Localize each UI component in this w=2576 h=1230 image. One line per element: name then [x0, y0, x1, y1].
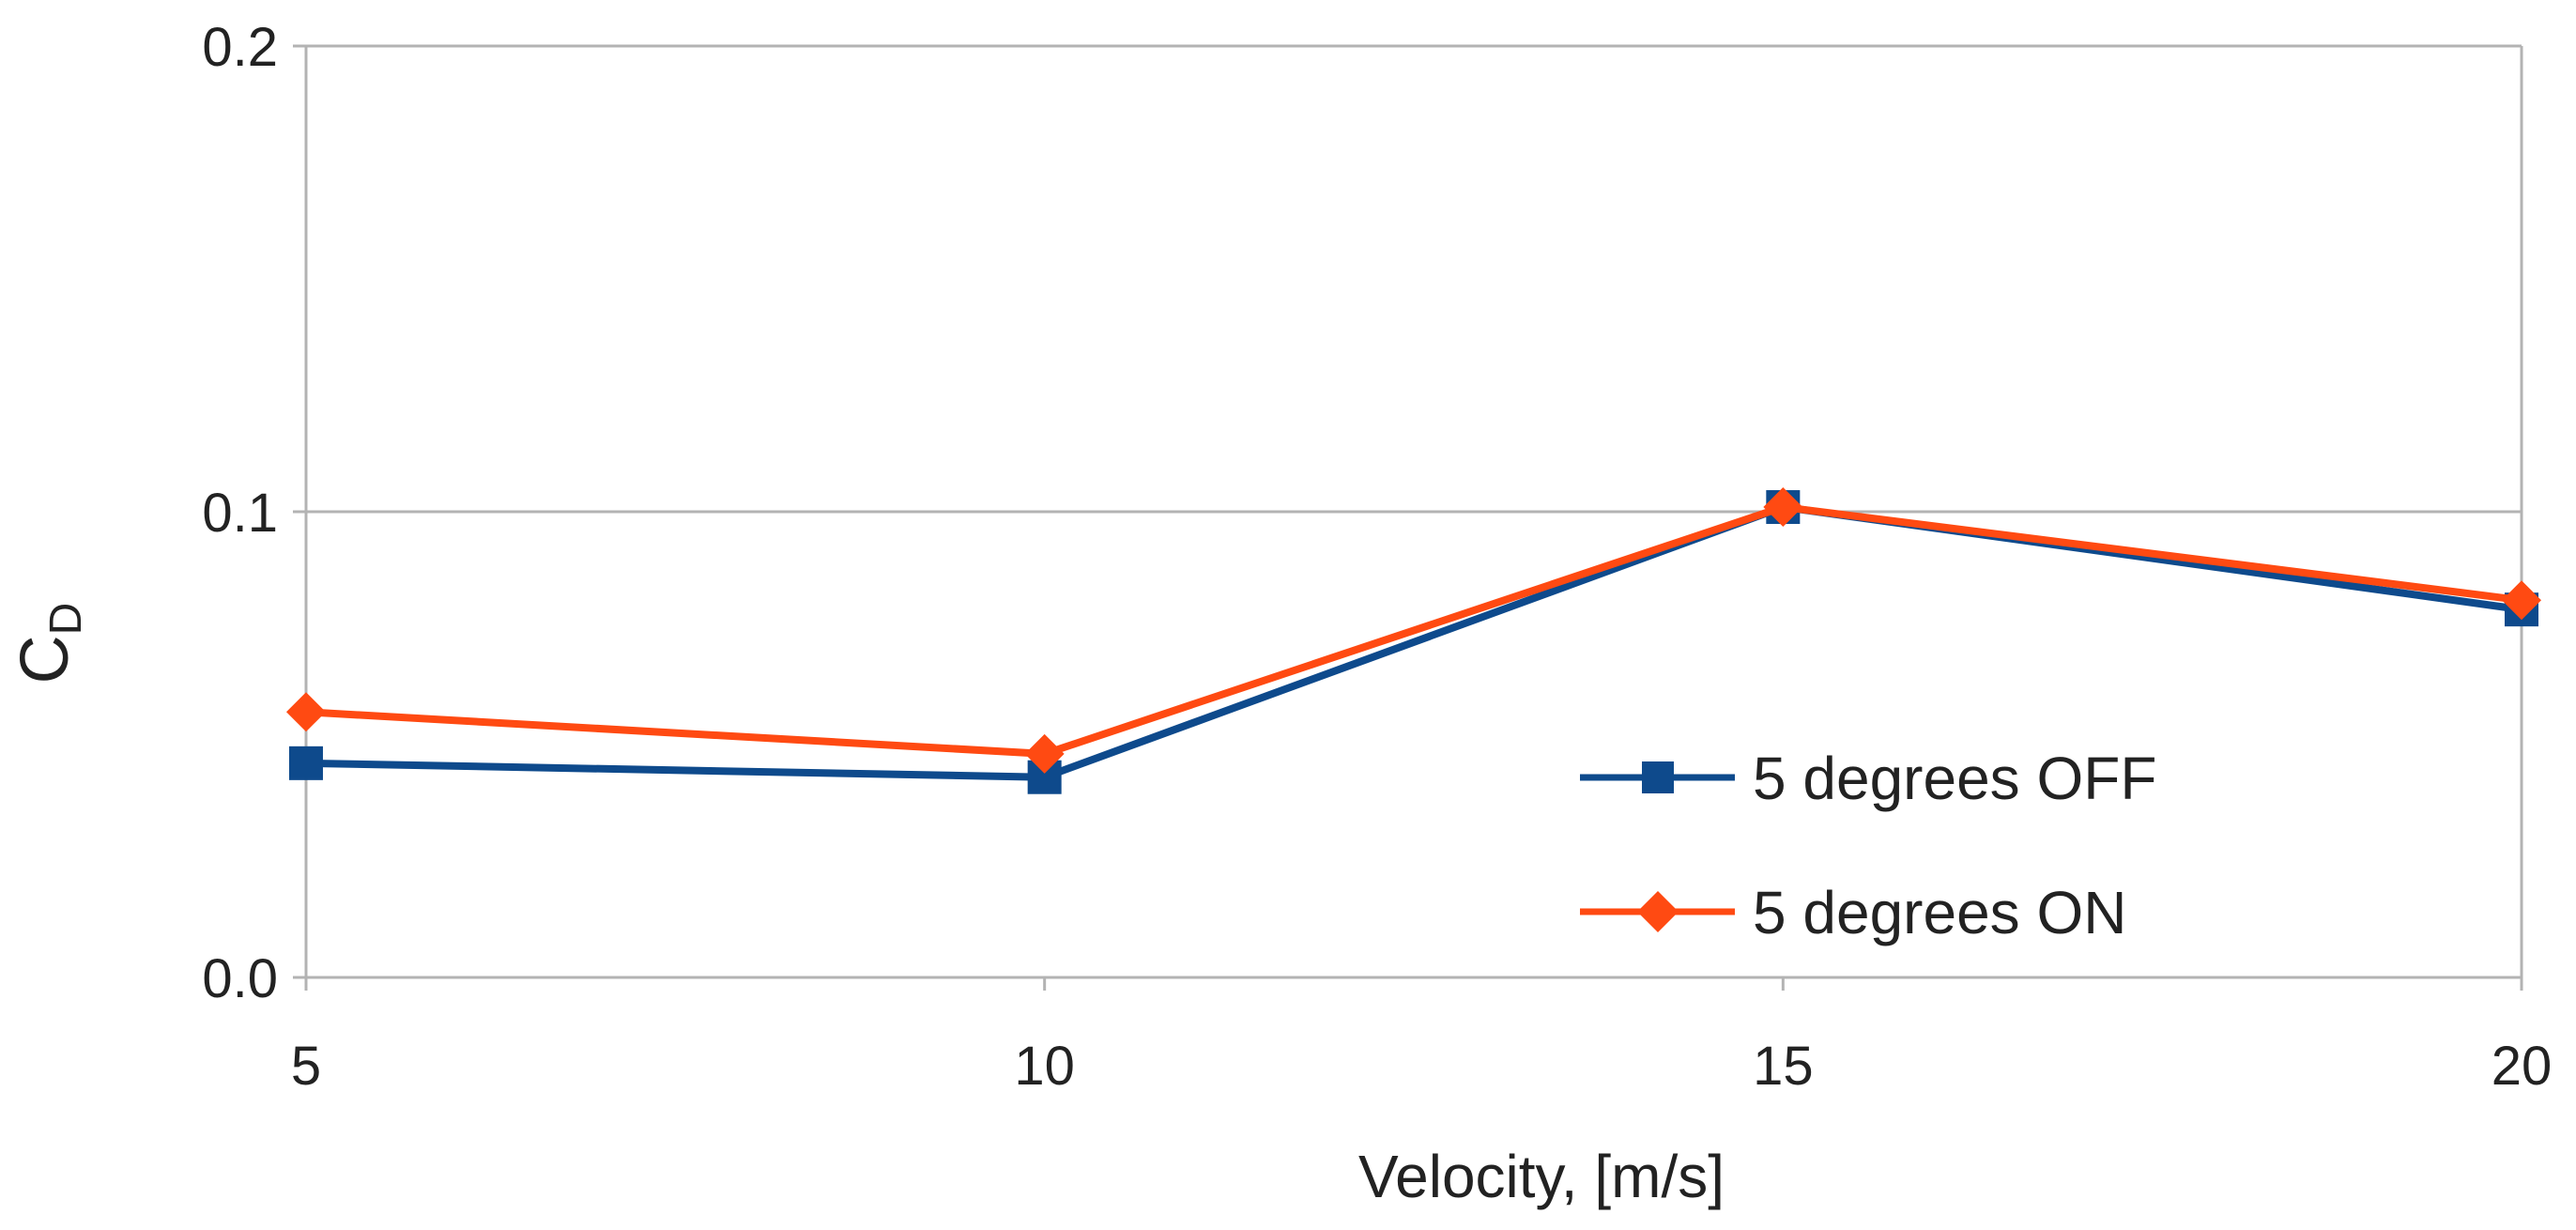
y-axis-title-main: C	[8, 635, 83, 684]
legend-item-off: 5 degrees OFF	[1580, 745, 2156, 812]
y-tick-label: 0.0	[202, 948, 278, 1009]
legend-marker-diamond	[1637, 891, 1679, 932]
x-tick-label: 15	[1753, 1036, 1814, 1097]
x-tick-label: 10	[1014, 1036, 1075, 1097]
data-point	[2502, 580, 2541, 621]
plot-area	[286, 487, 2541, 794]
y-axis-title-subscript: D	[41, 603, 91, 636]
series-on	[286, 487, 2541, 774]
series-off	[289, 490, 2538, 794]
legend-label-off: 5 degrees OFF	[1753, 745, 2156, 812]
y-tick-label: 0.2	[202, 17, 278, 78]
x-axis-title: Velocity, [m/s]	[1358, 1143, 1725, 1210]
x-tick-label: 5	[291, 1036, 321, 1097]
legend-label-on: 5 degrees ON	[1753, 879, 2126, 946]
legend: 5 degrees OFF 5 degrees ON	[1580, 745, 2156, 946]
legend-item-on: 5 degrees ON	[1580, 879, 2126, 946]
data-point	[289, 746, 323, 780]
series-line	[305, 503, 2522, 781]
gridlines	[306, 44, 2522, 514]
x-tick-labels: 5 10 15 20	[291, 1036, 2552, 1097]
y-tick-label: 0.1	[202, 483, 278, 544]
series-line	[305, 503, 2522, 758]
y-axis-title: CD	[8, 603, 91, 684]
data-point	[1024, 733, 1065, 774]
axes	[293, 44, 2523, 991]
data-point	[286, 692, 326, 732]
data-point	[1763, 487, 1803, 528]
y-tick-labels: 0.0 0.1 0.2	[202, 17, 278, 1009]
legend-marker-square	[1642, 761, 1674, 793]
x-tick-label: 20	[2492, 1036, 2553, 1097]
